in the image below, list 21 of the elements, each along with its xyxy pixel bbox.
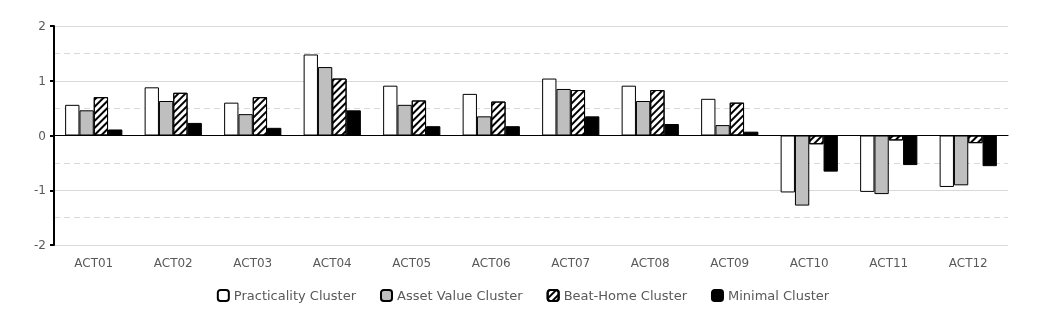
x-tick-label: ACT07 (551, 256, 591, 270)
x-tick-label: ACT02 (153, 256, 193, 270)
legend-label: Asset Value Cluster (397, 288, 524, 303)
x-tick-label: ACT05 (392, 256, 432, 270)
x-tick-label: ACT11 (869, 256, 909, 270)
x-tick-label: ACT12 (948, 256, 988, 270)
x-tick-label: ACT10 (789, 256, 829, 270)
y-tick-label: 0 (38, 128, 46, 143)
y-tick-label: 1 (38, 73, 46, 88)
x-tick-label: ACT09 (710, 256, 750, 270)
x-tick-label: ACT04 (312, 256, 352, 270)
legend-label: Minimal Cluster (727, 288, 830, 303)
y-tick-label: -2 (34, 238, 46, 252)
legend-label: Beat-Home Cluster (563, 288, 688, 303)
x-tick-label: ACT01 (74, 256, 114, 270)
y-tick-label: -1 (34, 183, 46, 198)
legend-label: Practicality Cluster (233, 288, 357, 303)
y-tick-label: 2 (38, 19, 46, 33)
x-tick-label: ACT03 (233, 256, 273, 270)
x-tick-label: ACT08 (630, 256, 670, 270)
x-tick-label: ACT06 (471, 256, 511, 270)
